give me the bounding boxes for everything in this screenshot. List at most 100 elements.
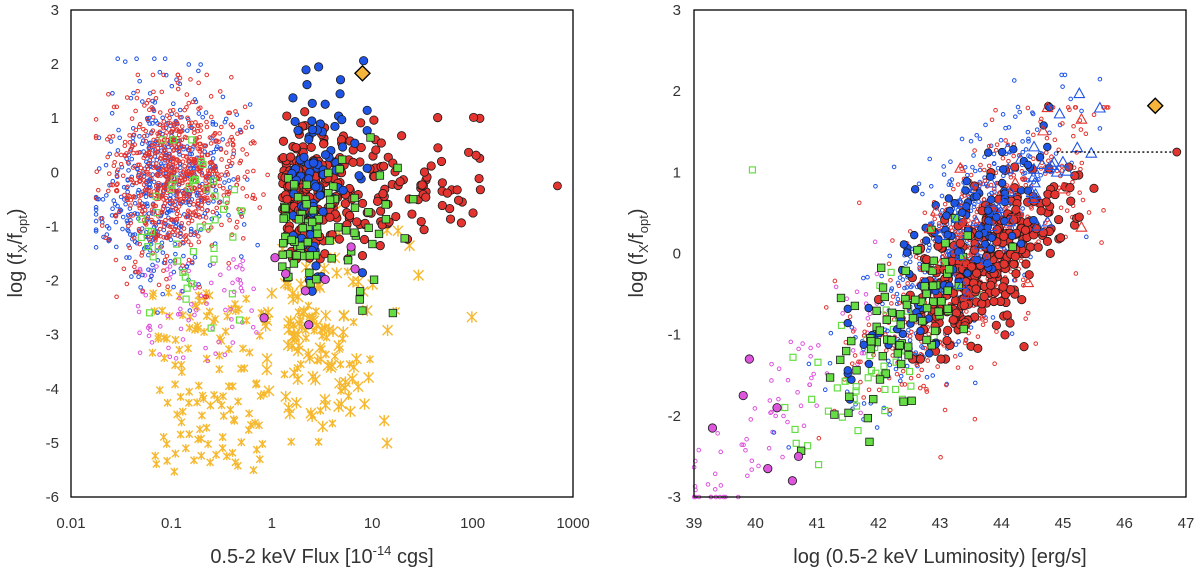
red-open-circle-marker (95, 187, 101, 193)
red-open-circle-marker (858, 359, 863, 365)
yellow-asterisk-marker (288, 367, 300, 379)
red-open-circle-marker (180, 239, 185, 245)
yellow-asterisk-marker (244, 425, 253, 435)
red-open-circle-marker (944, 382, 949, 388)
blue-filled-circle-marker (910, 185, 920, 194)
red-open-circle-marker (161, 204, 167, 209)
blue-open-circle-marker (1060, 84, 1065, 89)
blue-open-circle-marker (198, 62, 203, 67)
yellow-asterisk-marker (177, 367, 186, 376)
green-open-square-marker (222, 196, 230, 204)
red-open-circle-marker (227, 217, 232, 223)
green-open-square-marker (891, 385, 900, 394)
red-open-circle-marker (251, 168, 256, 174)
left-x-tick-label: 10 (364, 515, 381, 532)
red-open-circle-marker (847, 314, 853, 320)
green-square-marker (305, 268, 314, 277)
red-open-circle-marker (189, 259, 195, 265)
green-square-marker (869, 394, 878, 404)
blue-open-circle-marker (103, 162, 109, 168)
red-open-circle-marker (205, 168, 211, 174)
green-square-marker (368, 239, 377, 249)
red-open-circle-marker (136, 124, 142, 130)
red-open-circle-marker (155, 173, 161, 179)
magenta-open-circle-marker (238, 262, 243, 268)
left-scatter-points (93, 56, 562, 476)
blue-open-circle-marker (186, 62, 192, 67)
green-square-marker (335, 165, 344, 174)
yellow-asterisk-marker (328, 419, 337, 428)
red-open-triangle-marker (1075, 112, 1088, 124)
red-open-circle-marker (197, 284, 202, 290)
red-filled-circle-marker (999, 231, 1009, 241)
red-filled-circle-marker (282, 111, 292, 121)
red-open-circle-marker (908, 375, 914, 381)
red-open-circle-marker (182, 107, 187, 113)
blue-open-circle-marker (127, 206, 133, 211)
red-open-circle-marker (153, 164, 159, 170)
right-y-tick-label: 3 (673, 2, 681, 19)
red-open-circle-marker (144, 151, 149, 156)
blue-open-circle-marker (894, 291, 900, 297)
magenta-open-circle-marker (748, 417, 754, 422)
magenta-open-circle-marker (855, 361, 860, 367)
blue-open-circle-marker (107, 151, 113, 157)
blue-open-triangle-marker (1027, 140, 1041, 152)
yellow-asterisk-marker (293, 364, 302, 373)
red-filled-circle-marker (969, 245, 980, 255)
blue-open-circle-marker (181, 240, 186, 246)
red-open-circle-marker (166, 172, 171, 178)
magenta-open-circle-marker (186, 268, 192, 274)
red-open-circle-marker (139, 253, 144, 258)
blue-open-circle-marker (1097, 76, 1103, 82)
blue-open-circle-marker (160, 291, 166, 297)
magenta-open-circle-marker (785, 419, 790, 425)
red-filled-circle-marker (1041, 197, 1051, 207)
yellow-asterisk-marker (200, 327, 209, 337)
blue-open-circle-marker (992, 189, 997, 194)
green-square-marker (278, 262, 287, 271)
red-filled-circle-marker (379, 161, 389, 171)
magenta-open-circle-marker (867, 311, 873, 317)
blue-open-circle-marker (925, 248, 931, 253)
green-open-square-marker (137, 233, 145, 242)
green-square-marker (381, 200, 390, 209)
blue-open-circle-marker (162, 56, 168, 62)
red-open-circle-marker (163, 195, 169, 201)
blue-open-circle-marker (171, 101, 176, 107)
red-open-circle-marker (134, 95, 140, 101)
green-open-square-marker (867, 366, 876, 375)
red-filled-circle-marker (359, 234, 370, 245)
magenta-open-circle-marker (840, 311, 845, 316)
red-filled-circle-marker (915, 354, 926, 364)
green-open-square-marker (152, 209, 161, 217)
green-square-marker (896, 310, 905, 319)
magenta-open-circle-marker (767, 398, 773, 403)
red-open-circle-marker (159, 219, 164, 225)
red-open-circle-marker (192, 186, 198, 191)
red-filled-circle-marker (397, 131, 407, 141)
green-square-marker (287, 235, 296, 245)
red-open-circle-marker (128, 176, 133, 182)
red-open-circle-marker (186, 158, 192, 163)
red-open-circle-marker (226, 189, 232, 195)
red-open-circle-marker (986, 143, 992, 149)
blue-open-triangle-marker (985, 220, 998, 232)
yellow-asterisk-marker (148, 348, 157, 357)
red-open-circle-marker (921, 383, 926, 389)
yellow-asterisk-marker (288, 330, 300, 343)
magenta-open-circle-marker (858, 410, 863, 416)
yellow-asterisk-marker (365, 355, 374, 364)
red-open-circle-marker (114, 173, 120, 178)
red-open-circle-marker (161, 268, 166, 273)
red-open-circle-marker (244, 151, 250, 157)
blue-open-circle-marker (1034, 127, 1040, 132)
red-open-circle-marker (224, 169, 230, 175)
red-open-circle-marker (174, 127, 180, 132)
yellow-asterisk-marker (148, 292, 157, 301)
red-open-circle-marker (140, 288, 146, 294)
red-filled-circle-marker (1017, 294, 1027, 305)
green-square-marker (922, 303, 932, 313)
red-open-circle-marker (186, 220, 191, 226)
red-open-circle-marker (140, 169, 146, 174)
